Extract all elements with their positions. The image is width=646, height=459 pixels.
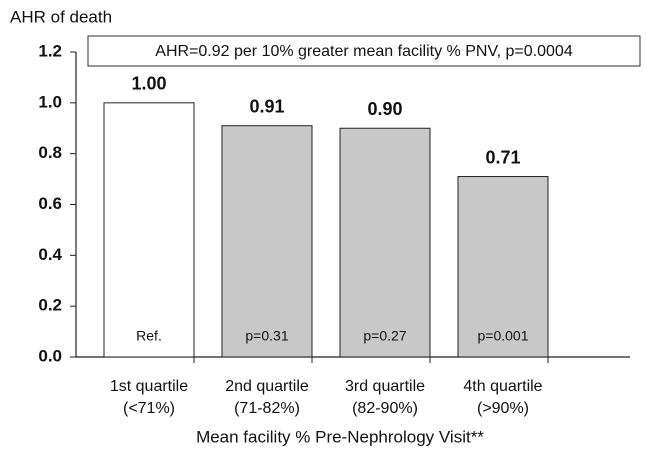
bar-note: p=0.27 bbox=[363, 328, 406, 344]
value-label: 0.91 bbox=[249, 96, 284, 116]
annotation-box bbox=[87, 35, 641, 67]
y-tick-label: 0.0 bbox=[38, 346, 62, 365]
bar-note: Ref. bbox=[136, 328, 162, 344]
y-tick-label: 0.8 bbox=[38, 143, 62, 162]
value-label: 0.90 bbox=[367, 99, 402, 119]
x-tick-sublabel: (71-82%) bbox=[234, 400, 300, 417]
value-label: 1.00 bbox=[131, 74, 166, 94]
x-axis-label: Mean facility % Pre-Nephrology Visit** bbox=[196, 427, 484, 446]
bar bbox=[339, 127, 431, 358]
annotation: AHR=0.92 per 10% greater mean facility %… bbox=[155, 43, 573, 60]
y-tick-label: 0.4 bbox=[38, 245, 62, 264]
x-tick-sublabel: (>90%) bbox=[477, 400, 529, 417]
value-label: 0.71 bbox=[485, 147, 520, 167]
bar bbox=[457, 176, 549, 358]
y-tick-label: 0.2 bbox=[38, 296, 62, 315]
x-tick-label: 2nd quartile bbox=[225, 378, 309, 395]
bar bbox=[103, 102, 195, 358]
bar-note: p=0.31 bbox=[245, 328, 288, 344]
y-axis-label: AHR of death bbox=[10, 7, 112, 26]
y-tick-label: 1.2 bbox=[38, 41, 62, 60]
bar-note: p=0.001 bbox=[478, 328, 529, 344]
x-tick-label: 3rd quartile bbox=[345, 378, 425, 395]
y-tick-label: 1.0 bbox=[38, 92, 62, 111]
x-tick-sublabel: (82-90%) bbox=[352, 400, 418, 417]
x-tick-label: 1st quartile bbox=[110, 378, 188, 395]
x-tick-label: 4th quartile bbox=[463, 378, 542, 395]
bar bbox=[221, 125, 313, 358]
y-tick-label: 0.6 bbox=[38, 194, 62, 213]
x-tick-sublabel: (<71%) bbox=[123, 400, 175, 417]
